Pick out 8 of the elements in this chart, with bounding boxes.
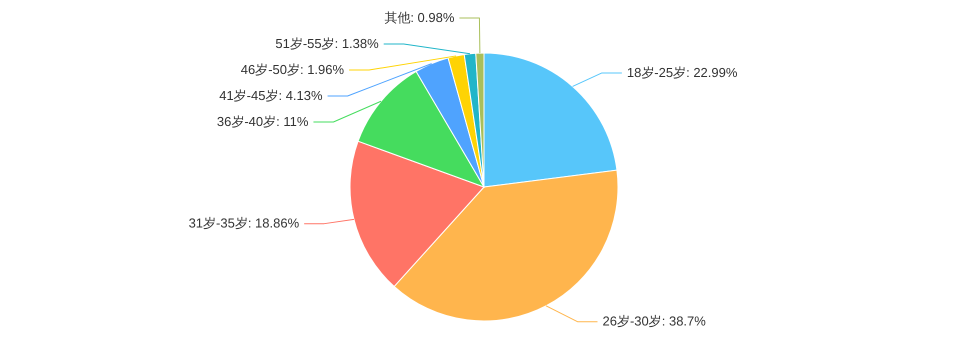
slice-label: 其他: 0.98% [384, 10, 455, 25]
slice-label: 51岁-55岁: 1.38% [275, 36, 380, 51]
slice-label: 26岁-30岁: 38.7% [602, 314, 706, 329]
slice-label: 31岁-35岁: 18.86% [188, 216, 300, 231]
slice-label: 36岁-40岁: 11% [216, 114, 309, 129]
slice-label: 41岁-45岁: 4.13% [219, 88, 323, 103]
slice-label: 46岁-50岁: 1.96% [240, 62, 345, 77]
slice-label: 18岁-25岁: 22.99% [626, 64, 738, 80]
